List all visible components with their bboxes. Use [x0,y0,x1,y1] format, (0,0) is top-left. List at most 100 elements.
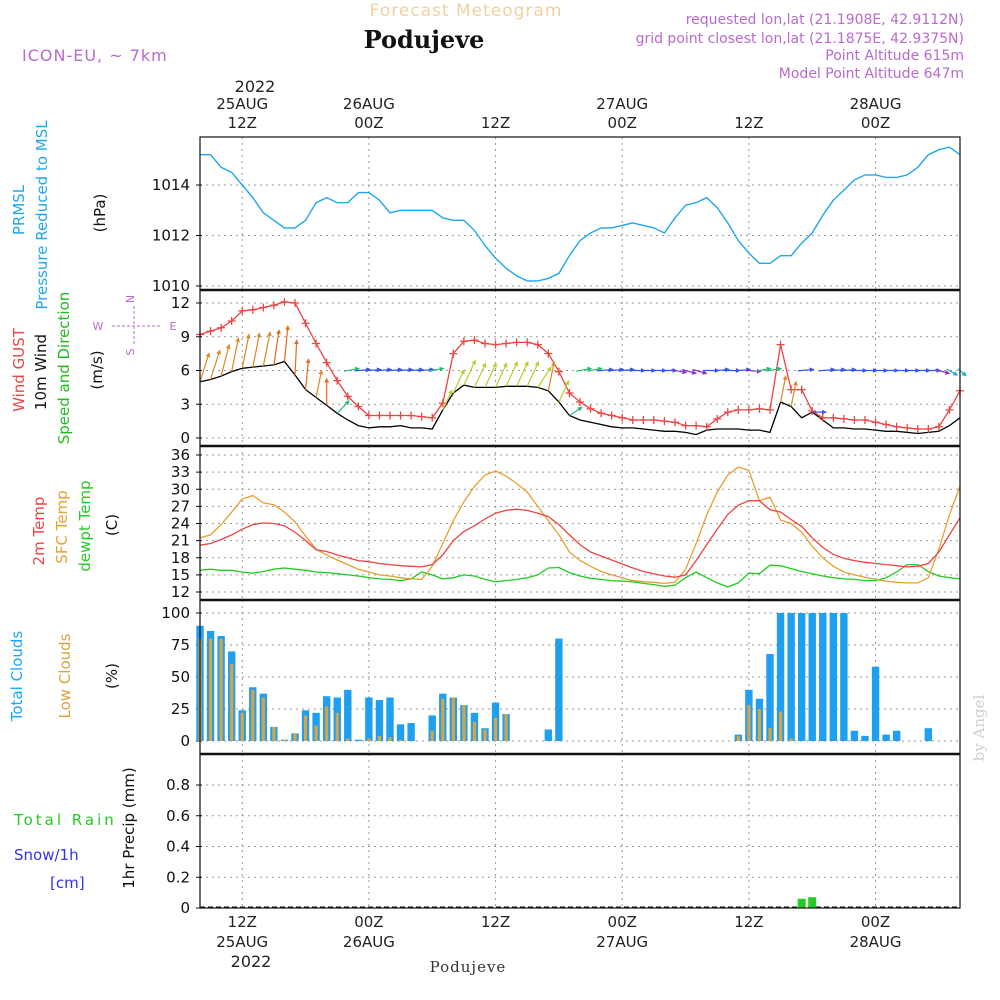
wind-dir-arrow [283,325,290,362]
wind-dir-arrow [209,349,221,380]
bottom-axis-hour: 12Z [481,913,510,931]
low-cloud-bar [314,725,318,741]
pressure-label-1: PRMSL [10,184,28,235]
wind-gust-marker [597,409,606,418]
low-cloud-bar [398,739,403,741]
bottom-year: 2022 [231,952,272,971]
wind-dir-arrow [671,369,688,375]
y-tick-label: 12 [171,583,190,601]
y-tick-label: 0.8 [166,776,190,794]
wind-gust-marker [776,340,785,349]
top-axis-hour: 00Z [354,114,383,132]
wind-gust-marker [924,425,933,433]
wind-dir-arrow [779,375,788,403]
wind-gust-marker [428,413,437,422]
y-tick-label: 15 [171,566,190,584]
wind-dir-arrow [576,366,593,372]
wind-gust-marker [354,402,363,411]
low-cloud-bar [293,733,297,741]
y-tick-label: 0.2 [166,868,190,886]
wind-dir-arrow [516,361,529,387]
total-cloud-bar [787,613,795,741]
total-cloud-bar [776,613,785,741]
wind-gust-marker [839,414,848,423]
wind-gust-marker [808,407,817,415]
wind-gust-marker [491,340,500,349]
wind-gust-marker [628,416,637,424]
compass-north: N [124,295,137,303]
low-cloud-bar [325,706,329,741]
wind-gust-marker [512,338,521,347]
wind-dir-arrow [569,406,583,417]
rain-bar [797,898,806,908]
wind-gust-marker [702,422,711,431]
total-cloud-bar [850,730,859,741]
total-cloud-bar [407,723,415,741]
panel-frames [199,136,961,909]
y-tick-label: 24 [171,515,190,533]
wind-gust-marker [322,358,331,367]
wind-gust-marker [818,413,827,422]
wind-gust-marker [586,404,595,413]
compass-rose: N S W E [93,295,177,356]
wind-dir-arrow [273,329,281,365]
wind-dir-arrow [199,352,211,382]
wind-dir-arrow [262,331,272,367]
low-cloud-bar [789,738,793,741]
sfc-temp-line [199,466,961,585]
wind-dir-arrow [618,367,635,373]
low-cloud-bar [778,711,783,741]
wind-dir-arrow [463,359,476,386]
wind-gust-marker [301,319,310,328]
total-cloud-bar [829,613,838,741]
total-cloud-bar [766,653,774,741]
wind-gust-marker [618,413,627,422]
wind-dir-arrow [473,362,487,388]
total-cloud-bar [840,613,848,741]
wind-dir-arrow [713,367,730,373]
wind-gust-marker [312,339,321,348]
wind-gust-marker [449,349,458,358]
wind-dir-arrow [364,367,382,373]
top-axis-hour: 12Z [734,114,763,132]
wind-gust-marker [755,404,764,413]
wind-gust-marker [766,405,774,414]
bottom-axis-hour: 12Z [734,913,763,931]
pressure-unit: (hPa) [91,194,109,233]
wind-dir-arrow [386,367,403,373]
precip-panel: 0 0.2 0.4 0.6 0.8 [166,776,960,917]
low-cloud-bar [367,738,371,741]
wind-dir-arrow [935,368,951,375]
wind-gust-marker [660,417,669,426]
y-tick-label: 0 [180,732,190,750]
wind-dir-arrow [829,367,847,373]
temp-label-2: SFC Temp [53,490,71,563]
y-tick-label: 12 [171,294,190,312]
wind-gust-marker [797,385,806,394]
wind-gust-marker [871,418,880,427]
wind-gust-marker [882,420,891,429]
wind-dir-arrow [452,369,465,394]
wind-gust-marker [386,411,394,420]
low-cloud-bar [346,738,350,741]
low-cloud-bar [441,698,445,741]
low-cloud-bar [208,638,213,741]
y-tick-label: 18 [171,549,190,567]
wind-label-1: Wind GUST [10,327,28,412]
wind-gust-marker [892,422,901,431]
total-cloud-bar [861,735,869,741]
wind-gust-marker [417,412,426,421]
wind-label-3: Speed and Direction [55,292,73,445]
bottom-axis-hour: 12Z [228,913,257,931]
clouds-unit: (%) [103,663,121,689]
wind-gust-marker [639,416,648,424]
wind-dir-arrow [526,361,540,387]
wind-gust-marker [744,405,753,414]
wind-dir-arrow [755,366,772,372]
supertitle: Forecast Meteogram [370,1,563,21]
bottom-axis-hour: 00Z [861,913,890,931]
wind-gust-marker [829,413,838,422]
y-tick-label: 100 [161,604,190,622]
wind-gust-marker [607,411,616,420]
wind-gust-marker [217,323,226,332]
